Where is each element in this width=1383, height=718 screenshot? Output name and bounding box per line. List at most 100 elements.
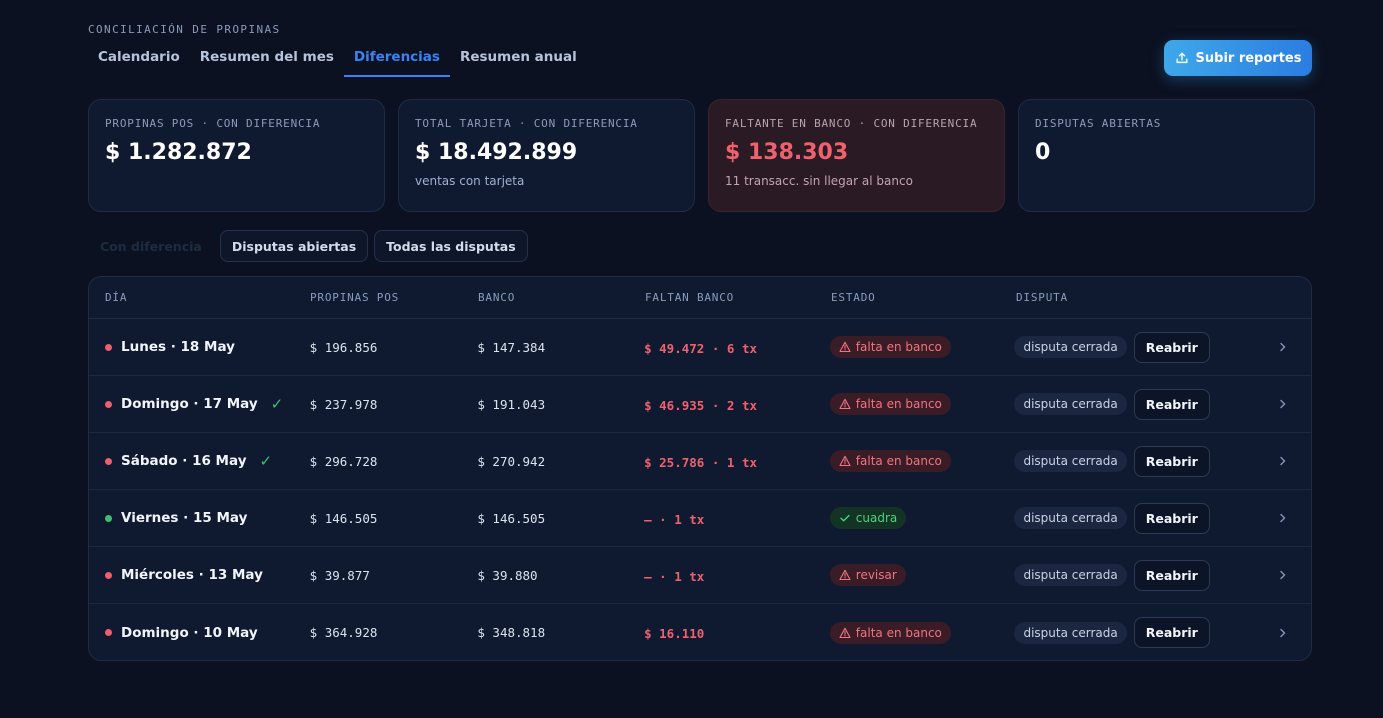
table-row[interactable]: Viernes · 15 May $ 146.505 $ 146.505 — ·… bbox=[89, 490, 1311, 547]
day-label: Domingo · 10 May bbox=[121, 624, 258, 641]
cell-banco: $ 348.818 bbox=[477, 625, 546, 640]
tab-calendario[interactable]: Calendario bbox=[98, 49, 180, 65]
card-label: DISPUTAS ABIERTAS bbox=[1035, 117, 1162, 130]
card-subtitle: ventas con tarjeta bbox=[415, 174, 525, 188]
cell-dia: Lunes · 18 May bbox=[89, 339, 310, 355]
tab-resumen-anual[interactable]: Resumen anual bbox=[459, 49, 577, 65]
chevron-right-icon[interactable] bbox=[1254, 513, 1311, 523]
missing-amount: $ 49.472 bbox=[644, 340, 705, 356]
card-propinas-pos: PROPINAS POS · CON DIFERENCIA $ 1.282.87… bbox=[88, 99, 385, 212]
chevron-right-icon[interactable] bbox=[1254, 399, 1311, 409]
cell-dia: Sábado · 16 May ✓ bbox=[89, 452, 310, 470]
cell-dia: Miércoles · 13 May bbox=[89, 567, 310, 583]
status-dot bbox=[105, 571, 112, 579]
card-value: $ 18.492.899 bbox=[415, 140, 578, 165]
check-icon: ✓ bbox=[270, 395, 284, 413]
reopen-button[interactable]: Reabrir bbox=[1133, 617, 1210, 648]
day-label: Viernes · 15 May bbox=[121, 510, 248, 526]
cell-estado: falta en banco bbox=[829, 393, 1015, 415]
card-value: $ 1.282.872 bbox=[105, 140, 252, 165]
table-row[interactable]: Miércoles · 13 May $ 39.877 $ 39.880 — ·… bbox=[89, 547, 1311, 604]
table-row[interactable]: Lunes · 18 May $ 196.856 $ 147.384 $ 49.… bbox=[89, 319, 1311, 376]
cell-disputa: disputa cerrada Reabrir bbox=[1014, 502, 1254, 534]
table-header: DÍA PROPINAS POS BANCO FALTAN BANCO ESTA… bbox=[89, 277, 1311, 319]
card-label: PROPINAS POS · CON DIFERENCIA bbox=[105, 117, 321, 130]
cell-propinas-pos: $ 237.978 bbox=[309, 396, 378, 412]
reopen-button[interactable]: Reabrir bbox=[1133, 388, 1210, 420]
card-label: TOTAL TARJETA · CON DIFERENCIA bbox=[415, 117, 638, 130]
missing-tx-count: · 2 tx bbox=[704, 397, 757, 413]
filter-todas-disputas[interactable]: Todas las disputas bbox=[374, 230, 528, 262]
status-label: revisar bbox=[855, 568, 897, 582]
missing-amount: $ 25.786 bbox=[644, 454, 705, 470]
upload-reports-label: Subir reportes bbox=[1195, 50, 1302, 66]
upload-reports-button[interactable]: Subir reportes bbox=[1164, 40, 1312, 76]
status-dot bbox=[105, 400, 112, 408]
header-banco: BANCO bbox=[478, 291, 516, 304]
card-faltante-banco: FALTANTE EN BANCO · CON DIFERENCIA $ 138… bbox=[708, 99, 1005, 212]
cell-estado: revisar bbox=[829, 564, 1015, 586]
status-badge: revisar bbox=[829, 564, 906, 586]
table-row[interactable]: Domingo · 17 May ✓ $ 237.978 $ 191.043 $ … bbox=[89, 376, 1311, 433]
header-faltan-banco: FALTAN BANCO bbox=[645, 291, 735, 304]
status-badge: falta en banco bbox=[829, 393, 951, 415]
warning-icon bbox=[839, 455, 851, 467]
missing-tx-count: · 6 tx bbox=[704, 340, 757, 356]
day-label: Domingo · 17 May bbox=[121, 396, 258, 412]
tab-diferencias[interactable]: Diferencias bbox=[343, 49, 450, 77]
missing-amount: $ 46.935 bbox=[644, 397, 705, 413]
summary-cards: PROPINAS POS · CON DIFERENCIA $ 1.282.87… bbox=[88, 99, 1315, 212]
cell-banco: $ 146.505 bbox=[477, 510, 546, 526]
reopen-button[interactable]: Reabrir bbox=[1133, 331, 1210, 363]
dispute-status-chip: disputa cerrada bbox=[1014, 507, 1127, 529]
cell-estado: falta en banco bbox=[829, 336, 1015, 358]
cell-propinas-pos: $ 364.928 bbox=[309, 625, 378, 640]
cell-banco: $ 39.880 bbox=[477, 567, 538, 583]
filter-con-diferencia[interactable]: Con diferencia bbox=[100, 238, 202, 254]
card-total-tarjeta: TOTAL TARJETA · CON DIFERENCIA $ 18.492.… bbox=[398, 99, 695, 212]
status-badge: falta en banco bbox=[829, 450, 951, 472]
status-label: falta en banco bbox=[855, 340, 942, 354]
warning-icon bbox=[839, 627, 851, 639]
table-body: Lunes · 18 May $ 196.856 $ 147.384 $ 49.… bbox=[89, 319, 1311, 660]
reopen-button[interactable]: Reabrir bbox=[1133, 559, 1210, 591]
cell-faltan-banco: — · 1 tx bbox=[644, 509, 830, 528]
differences-table: DÍA PROPINAS POS BANCO FALTAN BANCO ESTA… bbox=[88, 276, 1312, 661]
chevron-right-icon[interactable] bbox=[1254, 570, 1311, 580]
reopen-button[interactable]: Reabrir bbox=[1133, 502, 1210, 534]
status-label: falta en banco bbox=[855, 625, 942, 640]
cell-banco: $ 191.043 bbox=[477, 396, 546, 412]
cell-propinas-pos: $ 39.877 bbox=[309, 567, 370, 583]
day-label: Sábado · 16 May bbox=[121, 453, 247, 469]
cell-dia: Domingo · 17 May ✓ bbox=[89, 395, 310, 413]
table-row[interactable]: Domingo · 10 May $ 364.928 $ 348.818 $ 1… bbox=[89, 604, 1311, 660]
status-dot bbox=[105, 629, 112, 636]
cell-propinas-pos: $ 146.505 bbox=[309, 510, 378, 526]
dispute-status-chip: disputa cerrada bbox=[1014, 393, 1127, 415]
missing-tx-count: · 1 tx bbox=[651, 568, 705, 584]
card-value: 0 bbox=[1035, 140, 1051, 165]
missing-amount: — bbox=[644, 568, 652, 584]
status-dot bbox=[105, 457, 112, 465]
status-dot bbox=[105, 343, 112, 351]
missing-tx-count: · 1 tx bbox=[704, 454, 757, 470]
header-propinas-pos: PROPINAS POS bbox=[310, 291, 400, 304]
status-badge: falta en banco bbox=[829, 621, 951, 644]
chevron-right-icon[interactable] bbox=[1254, 628, 1311, 638]
status-label: falta en banco bbox=[855, 454, 942, 468]
card-disputas-abiertas: DISPUTAS ABIERTAS 0 bbox=[1018, 99, 1315, 212]
filter-disputas-abiertas[interactable]: Disputas abiertas bbox=[219, 230, 369, 262]
cell-banco: $ 147.384 bbox=[477, 339, 546, 355]
dispute-status-chip: disputa cerrada bbox=[1014, 450, 1127, 472]
cell-faltan-banco: $ 46.935 · 2 tx bbox=[644, 395, 830, 414]
warning-icon bbox=[839, 341, 851, 353]
cell-dia: Viernes · 15 May bbox=[89, 510, 310, 526]
cell-dia: Domingo · 10 May bbox=[89, 625, 310, 641]
tab-bar: Calendario Resumen del mes Diferencias R… bbox=[88, 49, 587, 77]
chevron-right-icon[interactable] bbox=[1254, 456, 1311, 466]
reopen-button[interactable]: Reabrir bbox=[1133, 445, 1210, 477]
table-row[interactable]: Sábado · 16 May ✓ $ 296.728 $ 270.942 $ 2… bbox=[89, 433, 1311, 490]
dispute-status-chip: disputa cerrada bbox=[1014, 336, 1127, 358]
tab-resumen-mes[interactable]: Resumen del mes bbox=[199, 49, 334, 65]
chevron-right-icon[interactable] bbox=[1254, 342, 1311, 352]
